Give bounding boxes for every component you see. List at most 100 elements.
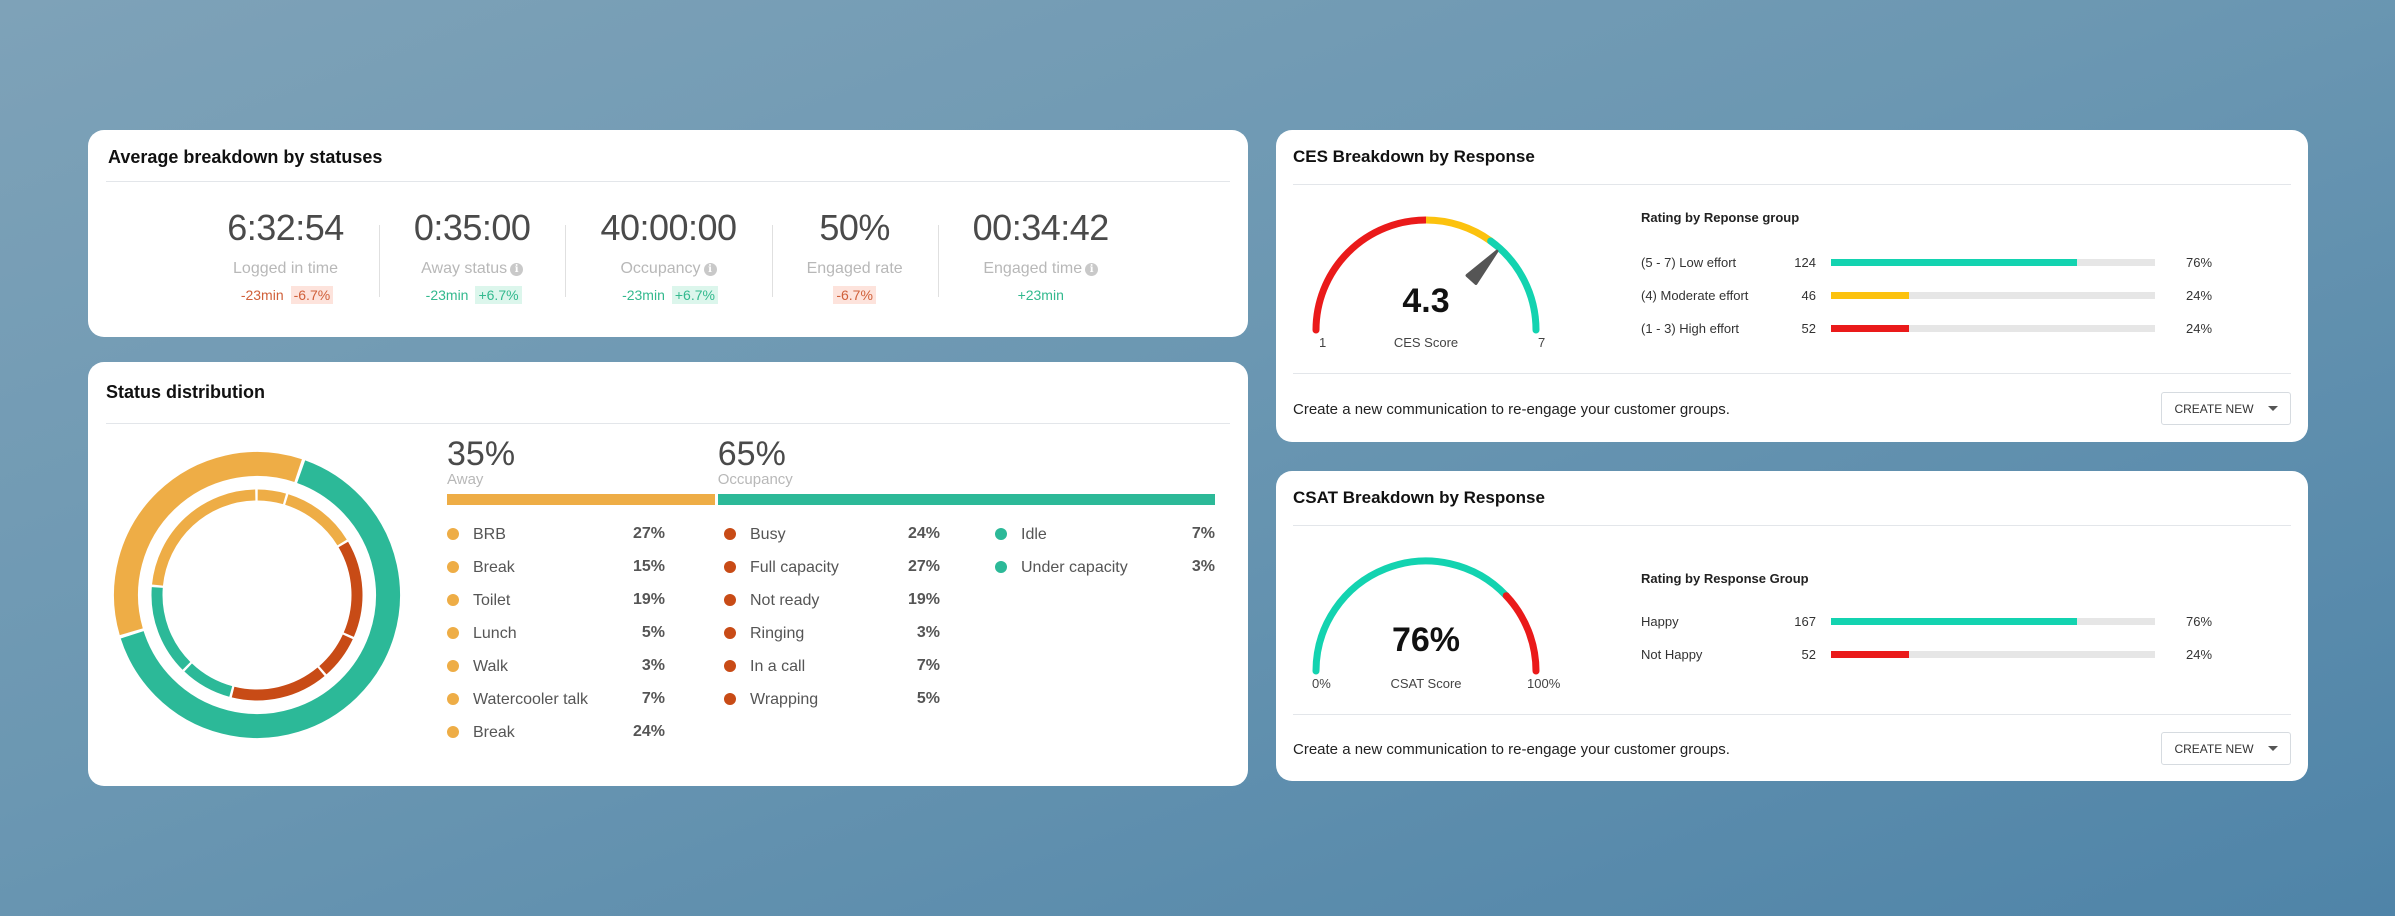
donut-segment-away	[114, 452, 302, 636]
away-label: Away	[447, 471, 484, 488]
status-donut-chart	[114, 452, 400, 738]
divider	[1293, 525, 2291, 526]
legend-label: BRB	[473, 526, 506, 543]
legend-dot-icon	[724, 627, 736, 639]
legend-value: 5%	[916, 690, 940, 707]
donut-segment-away	[285, 494, 347, 546]
legend-label: Wrapping	[750, 691, 819, 708]
legend-item: Ringing 3%	[724, 623, 940, 656]
rating-percent: 24%	[2186, 321, 2213, 336]
card-title: CSAT Breakdown by Response	[1293, 488, 1545, 507]
change-percent-badge: +6.7%	[475, 286, 522, 304]
rating-bar-fill	[1831, 618, 2078, 625]
metric-changes: +23min	[973, 286, 1109, 304]
rating-bar-fill	[1831, 325, 1909, 332]
create-new-button[interactable]: CREATE NEW	[2161, 732, 2291, 765]
rating-percent: 76%	[2186, 255, 2213, 270]
metric-occupancy: 40:00:00 Occupancy i -23min +6.7%	[565, 210, 771, 320]
ces-score-value: 4.3	[1402, 282, 1450, 320]
legend-item: Under capacity 3%	[995, 557, 1215, 590]
create-new-button[interactable]: CREATE NEW	[2161, 392, 2291, 425]
legend-value: 27%	[632, 525, 665, 542]
gauge-zone-gauge_red	[1502, 592, 1540, 675]
legend-item: Idle 7%	[995, 524, 1215, 557]
occupancy-percent: 65%	[717, 435, 786, 473]
donut-segment-occupancy_busy	[231, 667, 325, 701]
ces-breakdown-card: CES Breakdown by Response 4.3 1 CES Scor…	[1276, 130, 2308, 442]
info-icon[interactable]: i	[703, 263, 717, 276]
csat-breakdown-card: CSAT Breakdown by Response 76% 0% CSAT S…	[1276, 471, 2308, 781]
legend-item: Lunch 5%	[447, 623, 665, 656]
legend-dot-icon	[447, 726, 459, 738]
donut-segment-occupancy_busy	[338, 541, 363, 637]
metric-label: Engaged time i	[973, 260, 1109, 278]
legend-label: Under capacity	[1021, 559, 1128, 576]
change-minutes: -23min	[425, 287, 469, 303]
metric-label: Away status i	[414, 260, 531, 278]
donut-segment-occupancy_idle	[184, 663, 233, 697]
rating-row: (5 - 7) Low effort 124 76%	[1641, 255, 2241, 275]
gauge-zone-gauge_yellow	[1425, 216, 1493, 244]
info-icon[interactable]: i	[510, 263, 524, 276]
card-title: Average breakdown by statuses	[108, 147, 383, 167]
gauge-min-label: 0%	[1312, 676, 1331, 691]
footer-text: Create a new communication to re-engage …	[1293, 741, 1730, 758]
legend-label: Break	[473, 559, 515, 576]
occupancy-label: Occupancy	[717, 471, 793, 488]
rating-percent: 24%	[2186, 647, 2213, 662]
caret-down-icon	[2267, 406, 2278, 411]
legend-item: Busy 24%	[724, 524, 940, 557]
legend-label: Toilet	[473, 592, 511, 609]
change-percent-badge: -6.7%	[290, 286, 334, 304]
rating-bar-track	[1831, 651, 2155, 658]
metric-engaged-rate: 50% Engaged rate -6.7%	[771, 210, 938, 320]
card-title: CES Breakdown by Response	[1293, 147, 1535, 166]
legend-dot-icon	[995, 561, 1007, 573]
metric-label: Engaged rate	[807, 260, 903, 278]
change-percent-badge: +6.7%	[671, 286, 718, 304]
legend-value: 5%	[641, 624, 665, 641]
rating-count: 52	[1801, 647, 1816, 662]
legend-item: Wrapping 5%	[724, 689, 940, 722]
legend-label: Watercooler talk	[473, 691, 588, 708]
rating-bar-fill	[1831, 259, 2078, 266]
legend-label: Not ready	[750, 592, 820, 609]
donut-segment-occupancy_idle	[120, 460, 400, 738]
legend-value: 7%	[641, 690, 665, 707]
rating-count: 124	[1794, 255, 1816, 270]
gauge-max-label: 7	[1538, 335, 1546, 350]
ces-gauge	[1312, 216, 1540, 334]
csat-gauge	[1312, 557, 1540, 675]
gauge-zone-gauge_teal	[1487, 237, 1540, 334]
idle-legend: Idle 7% Under capacity 3%	[995, 524, 1215, 590]
metric-label: Logged in time	[227, 260, 344, 278]
legend-value: 27%	[907, 558, 940, 575]
legend-label: Walk	[473, 658, 508, 675]
metric-changes: -23min +6.7%	[414, 286, 531, 304]
legend-label: Lunch	[473, 625, 517, 642]
divider	[106, 423, 1230, 424]
legend-label: Full capacity	[750, 559, 839, 576]
legend-label: In a call	[750, 658, 806, 675]
rating-label: Not Happy	[1641, 647, 1703, 662]
change-minutes: -23min	[622, 287, 665, 303]
divider	[1293, 373, 2291, 374]
rating-bar-fill	[1831, 292, 1909, 299]
rating-count: 46	[1801, 288, 1816, 303]
gauge-max-label: 100%	[1527, 676, 1561, 691]
rating-bar-track	[1831, 259, 2155, 266]
gauge-zone-gauge_red	[1312, 216, 1430, 334]
metrics-row: 6:32:54 Logged in time -23min -6.7% 0:35:…	[88, 210, 1248, 320]
metric-away-status: 0:35:00 Away status i -23min +6.7%	[378, 210, 566, 320]
metric-label-text: Away status	[421, 260, 508, 277]
away-percent: 35%	[447, 435, 516, 473]
divider	[106, 181, 1230, 182]
legend-dot-icon	[447, 528, 459, 540]
away-heading: 35% Away	[447, 437, 515, 487]
create-new-label: CREATE NEW	[2174, 401, 2254, 416]
legend-dot-icon	[447, 660, 459, 672]
info-icon[interactable]: i	[1085, 263, 1099, 276]
metric-engaged-time: 00:34:42 Engaged time i +23min	[937, 210, 1144, 320]
busy-legend: Busy 24% Full capacity 27% Not ready 19% Ringi…	[724, 524, 940, 722]
metric-label-text: Occupancy	[620, 260, 701, 277]
